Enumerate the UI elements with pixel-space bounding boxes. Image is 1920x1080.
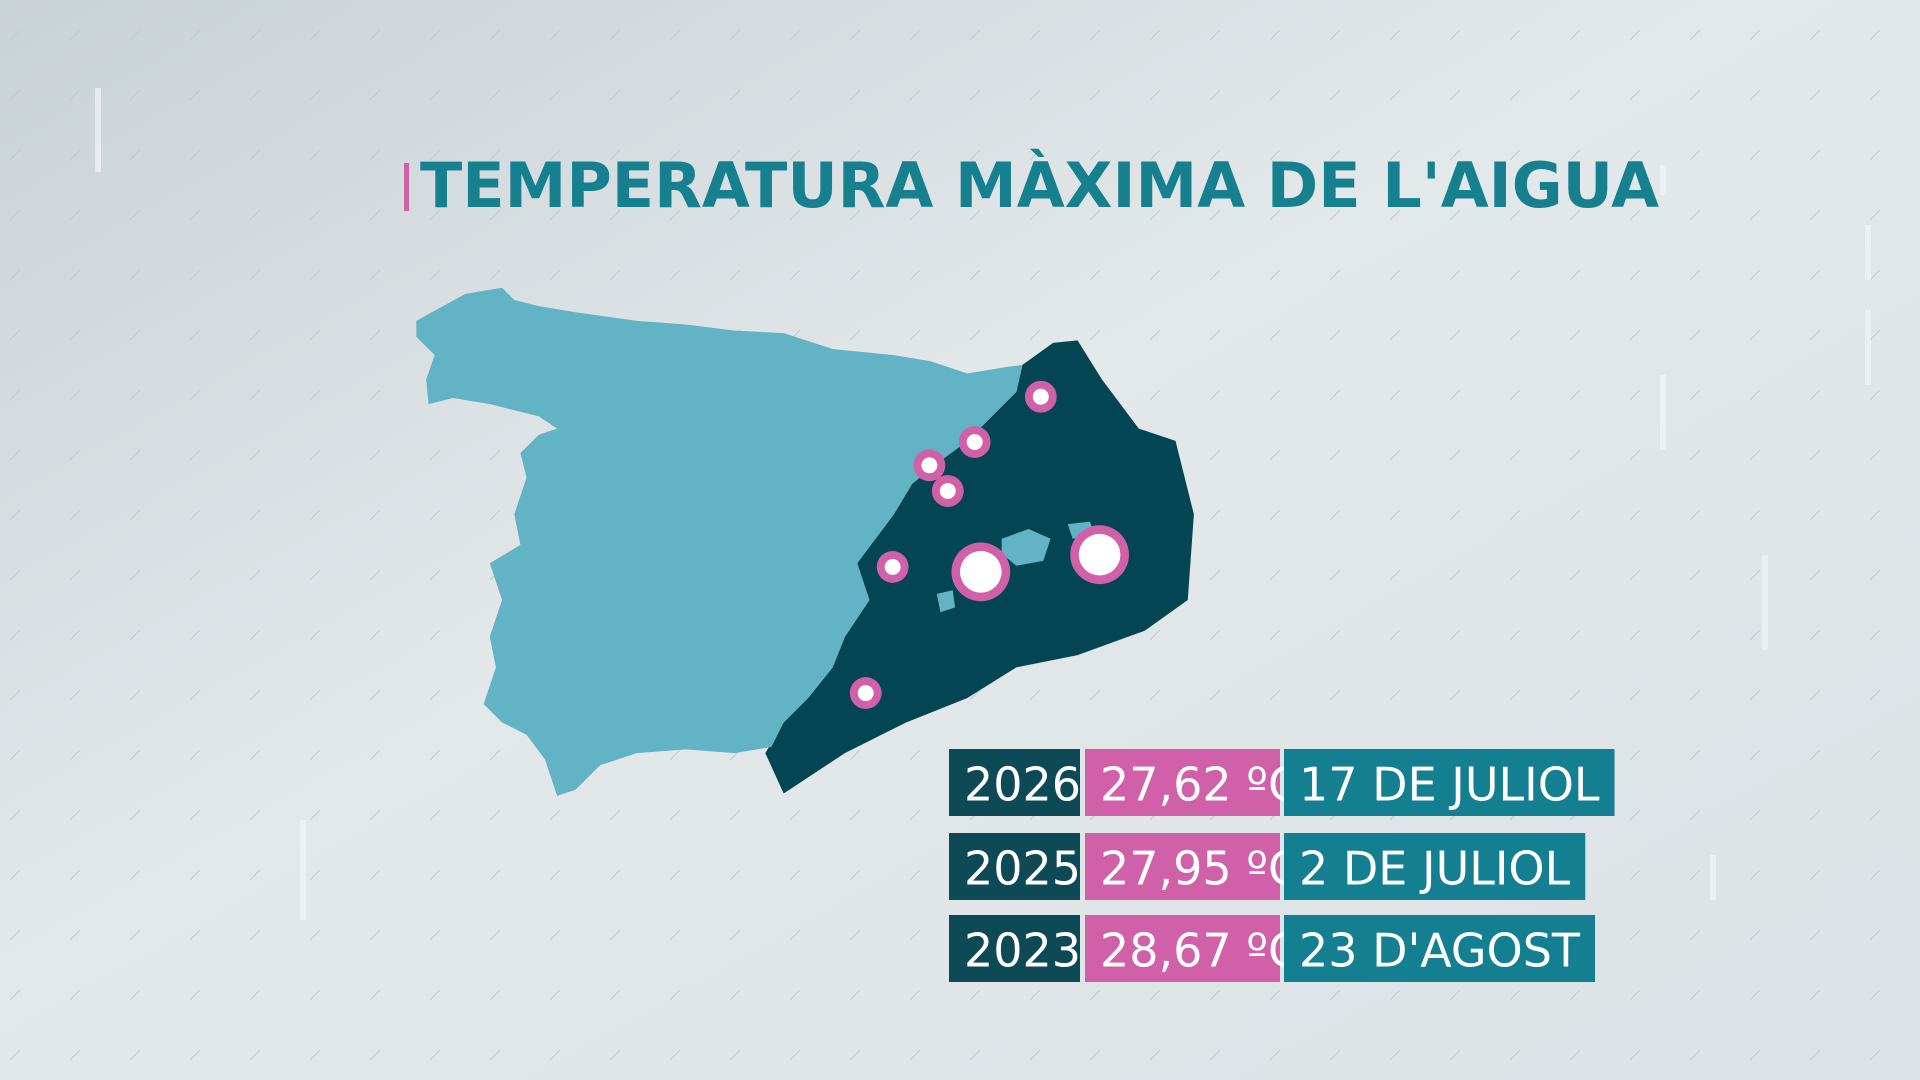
temperature-text: 28,67 ºC (1100, 924, 1300, 978)
decor (95, 88, 1871, 920)
marker (958, 426, 991, 458)
marker (849, 677, 882, 709)
year-cell (949, 915, 1080, 982)
marker (931, 475, 964, 507)
title: TEMPERATURA MÀXIMA DE L'AIGUA (420, 149, 1659, 222)
marker (1024, 380, 1057, 413)
date-cell (1284, 915, 1596, 982)
land (416, 287, 1023, 796)
date-cell (1284, 749, 1615, 816)
year-text: 2023 (964, 924, 1081, 978)
year-cell (949, 749, 1080, 816)
marker (913, 449, 946, 482)
year-cell (949, 833, 1080, 900)
temperature-cell (1085, 749, 1280, 816)
map (416, 287, 1194, 796)
temperature-text: 27,95 ºC (1100, 842, 1300, 896)
temperature-cell (1085, 915, 1280, 982)
title-accent (404, 163, 409, 211)
date-text: 2 DE JULIOL (1299, 842, 1571, 896)
table-row: 2025 27,95 ºC2 DE JULIOL (949, 833, 1586, 900)
temperature-text: 27,62 ºC (1100, 758, 1300, 812)
marker (1070, 525, 1129, 585)
year-text: 2026 (964, 758, 1081, 812)
date-text: 23 D'AGOST (1299, 924, 1581, 978)
date-text: 17 DE JULIOL (1299, 758, 1600, 812)
temperature-cell (1085, 833, 1280, 900)
marker (951, 542, 1011, 602)
year-text: 2025 (964, 842, 1081, 896)
marker (876, 551, 909, 583)
markers (849, 380, 1129, 709)
islands (936, 521, 1095, 613)
date-cell (1284, 833, 1586, 900)
